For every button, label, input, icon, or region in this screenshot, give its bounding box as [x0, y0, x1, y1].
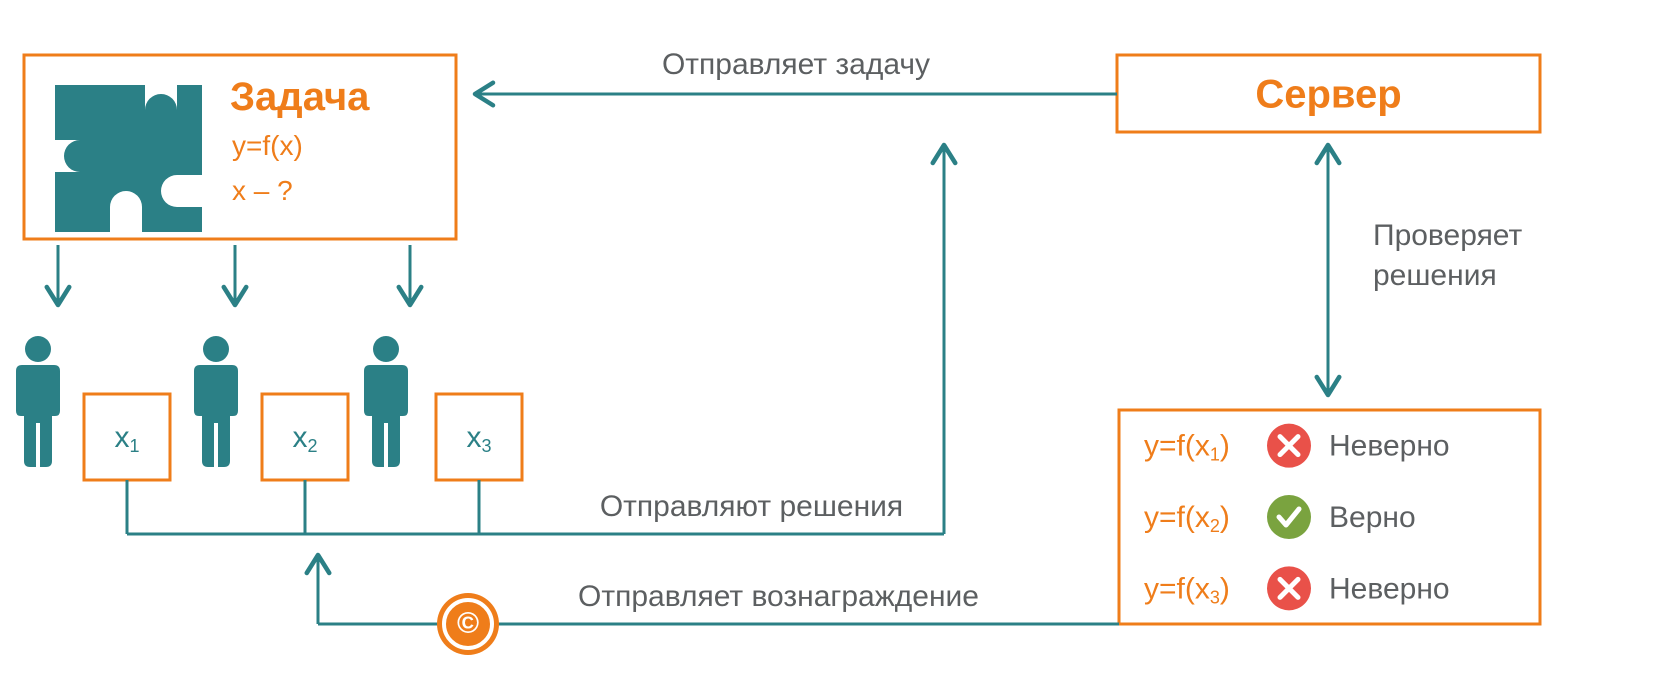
arrow-send-solutions: Отправляют решения: [127, 480, 944, 534]
worker-answer-label: x2: [292, 421, 317, 456]
person-icon: [16, 336, 60, 467]
result-formula: y=f(x1): [1144, 430, 1230, 465]
result-verdict: Неверно: [1329, 572, 1450, 605]
worker-1: x1: [16, 336, 170, 480]
task-eq2: x – ?: [232, 175, 293, 206]
label-send-task: Отправляет задачу: [662, 48, 930, 81]
check-icon: [1267, 495, 1311, 539]
diagram-root: Задача y=f(x) x – ? Сервер Отправляет задачу…: [0, 0, 1661, 699]
worker-answer-label: x3: [466, 421, 491, 456]
task-box: Задача y=f(x) x – ?: [24, 55, 456, 239]
results-box: y=f(x1) Неверно y=f(x2) Верно y=f(x3) Неверно: [1119, 410, 1540, 624]
result-verdict: Верно: [1329, 501, 1416, 534]
server-box: Сервер: [1117, 55, 1540, 132]
person-icon: [364, 336, 408, 467]
puzzle-icon: [55, 85, 202, 232]
diagram-svg: Задача y=f(x) x – ? Сервер Отправляет задачу…: [0, 0, 1661, 699]
worker-2: x2: [194, 336, 348, 480]
worker-3: x3: [364, 336, 522, 480]
task-eq1: y=f(x): [232, 130, 303, 161]
person-icon: [194, 336, 238, 467]
coin-glyph: ©: [457, 607, 479, 640]
label-check-1: Проверяет: [1373, 219, 1522, 252]
label-reward: Отправляет вознаграждение: [578, 580, 979, 613]
worker-answer-label: x1: [114, 421, 139, 456]
server-label: Сервер: [1255, 73, 1401, 117]
label-send-solutions: Отправляют решения: [600, 490, 903, 523]
arrow-check: Проверяет решения: [1373, 219, 1522, 292]
result-formula: y=f(x2): [1144, 501, 1230, 536]
arrow-reward: Отправляет вознаграждение ©: [318, 580, 1119, 655]
task-title: Задача: [230, 75, 370, 119]
result-formula: y=f(x3): [1144, 572, 1230, 607]
arrow-send-task: Отправляет задачу: [662, 48, 930, 81]
result-verdict: Неверно: [1329, 430, 1450, 463]
label-check-2: решения: [1373, 259, 1497, 292]
